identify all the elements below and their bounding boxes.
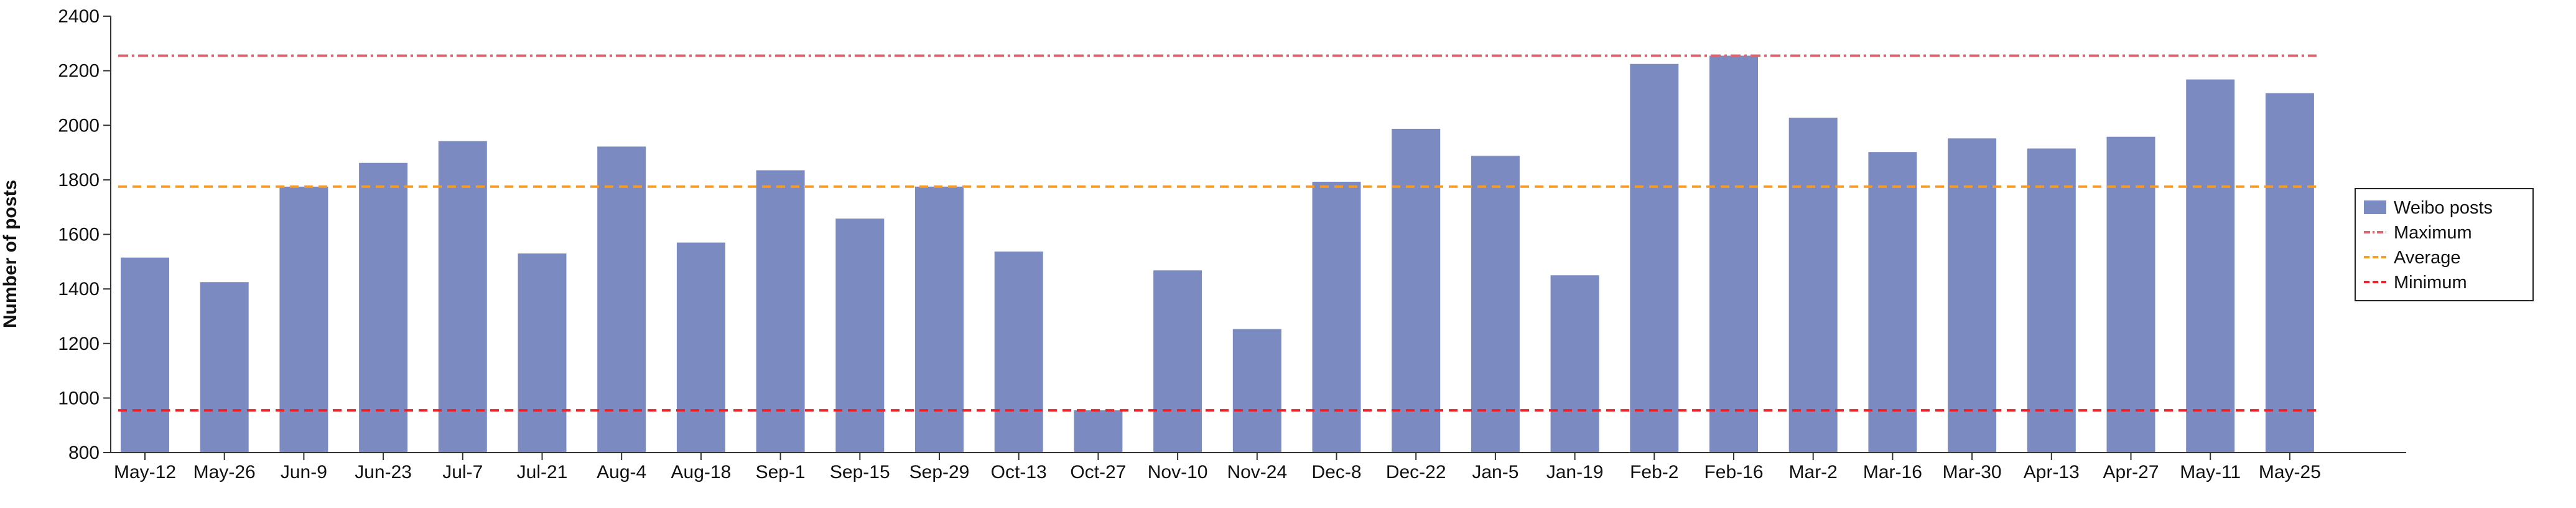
x-tick-label: Sep-15 [830,462,890,482]
x-tick-label: May-26 [193,462,256,482]
legend-label-average: Average [2394,248,2461,268]
bar-mar-16 [1868,152,1917,453]
bar-mar-30 [1948,138,1997,453]
bar-may-25 [2265,93,2314,453]
x-tick-label: Oct-27 [1070,462,1126,482]
x-tick-label: May-25 [2259,462,2321,482]
x-axis-ticks: May-12 May-26 Jun-9 Jun-23 Jul-7 Jul-21 Aug-4 A… [114,453,2321,482]
x-tick-label: Aug-18 [671,462,732,482]
x-tick-label: Oct-13 [991,462,1047,482]
bars-layer [121,55,2314,453]
y-tick-label: 1200 [58,334,100,354]
x-tick-label: Nov-10 [1148,462,1208,482]
legend-swatch-bar [2364,200,2386,214]
bar-sep-29 [915,186,964,453]
y-tick-label: 2400 [58,6,100,27]
y-axis-ticks: 800 1000 1200 1400 1600 1800 2000 2200 2400 [58,6,111,463]
legend-items: Weibo posts Maximum Average Minimum [2364,198,2493,293]
bar-oct-27 [1074,410,1123,453]
bar-dec-22 [1392,128,1441,453]
bar-apr-13 [2027,148,2076,453]
y-tick-label: 1000 [58,388,100,408]
y-tick-label: 800 [68,443,100,463]
x-tick-label: Dec-8 [1311,462,1361,482]
legend: Weibo posts Maximum Average Minimum [2355,188,2534,301]
x-tick-label: Mar-2 [1789,462,1838,482]
y-tick-label: 1800 [58,170,100,190]
y-tick-label: 1400 [58,279,100,299]
bar-jun-23 [359,162,408,453]
reference-lines-layer [118,54,2317,412]
legend-label-maximum: Maximum [2394,223,2472,243]
x-tick-label: Feb-16 [1704,462,1763,482]
bar-oct-13 [994,252,1043,453]
x-tick-label: Jan-5 [1472,462,1518,482]
x-tick-label: Dec-22 [1386,462,1446,482]
y-tick-label: 1600 [58,225,100,245]
x-tick-label: Aug-4 [597,462,646,482]
x-tick-label: Feb-2 [1630,462,1678,482]
x-tick-label: Jan-19 [1546,462,1604,482]
y-tick-label: 2200 [58,61,100,82]
bar-may-12 [121,257,169,453]
bar-jul-21 [518,253,567,453]
bar-feb-16 [1709,55,1758,453]
x-tick-label: Sep-1 [756,462,806,482]
bar-jan-19 [1550,275,1599,453]
x-tick-label: Jun-23 [355,462,412,482]
bar-jul-7 [438,141,487,453]
x-tick-label: May-11 [2180,462,2241,482]
bar-sep-1 [756,170,805,453]
y-tick-label: 2000 [58,115,100,136]
legend-label-weibo-posts: Weibo posts [2394,198,2493,218]
bar-aug-18 [676,242,725,453]
x-tick-label: Jul-21 [517,462,568,482]
x-tick-label: Mar-16 [1863,462,1922,482]
bar-jan-5 [1471,156,1520,453]
x-tick-label: Jun-9 [281,462,327,482]
bar-dec-8 [1312,181,1361,453]
x-tick-label: Sep-29 [909,462,970,482]
x-tick-label: Apr-27 [2103,462,2159,482]
x-tick-label: Nov-24 [1227,462,1287,482]
legend-label-minimum: Minimum [2394,273,2467,293]
bar-sep-15 [835,219,885,453]
x-tick-label: Mar-30 [1943,462,2002,482]
bar-nov-24 [1232,329,1281,453]
bar-jun-9 [279,186,328,453]
bar-may-26 [200,282,249,453]
bar-may-11 [2186,79,2235,453]
x-tick-label: Jul-7 [442,462,483,482]
bar-feb-2 [1630,64,1679,453]
x-tick-label: Apr-13 [2024,462,2080,482]
bar-mar-2 [1788,118,1838,453]
y-axis-title: Number of posts [0,180,21,328]
x-tick-label: May-12 [114,462,176,482]
bar-nov-10 [1153,270,1202,453]
bar-apr-27 [2106,136,2155,453]
bar-aug-4 [597,146,646,453]
